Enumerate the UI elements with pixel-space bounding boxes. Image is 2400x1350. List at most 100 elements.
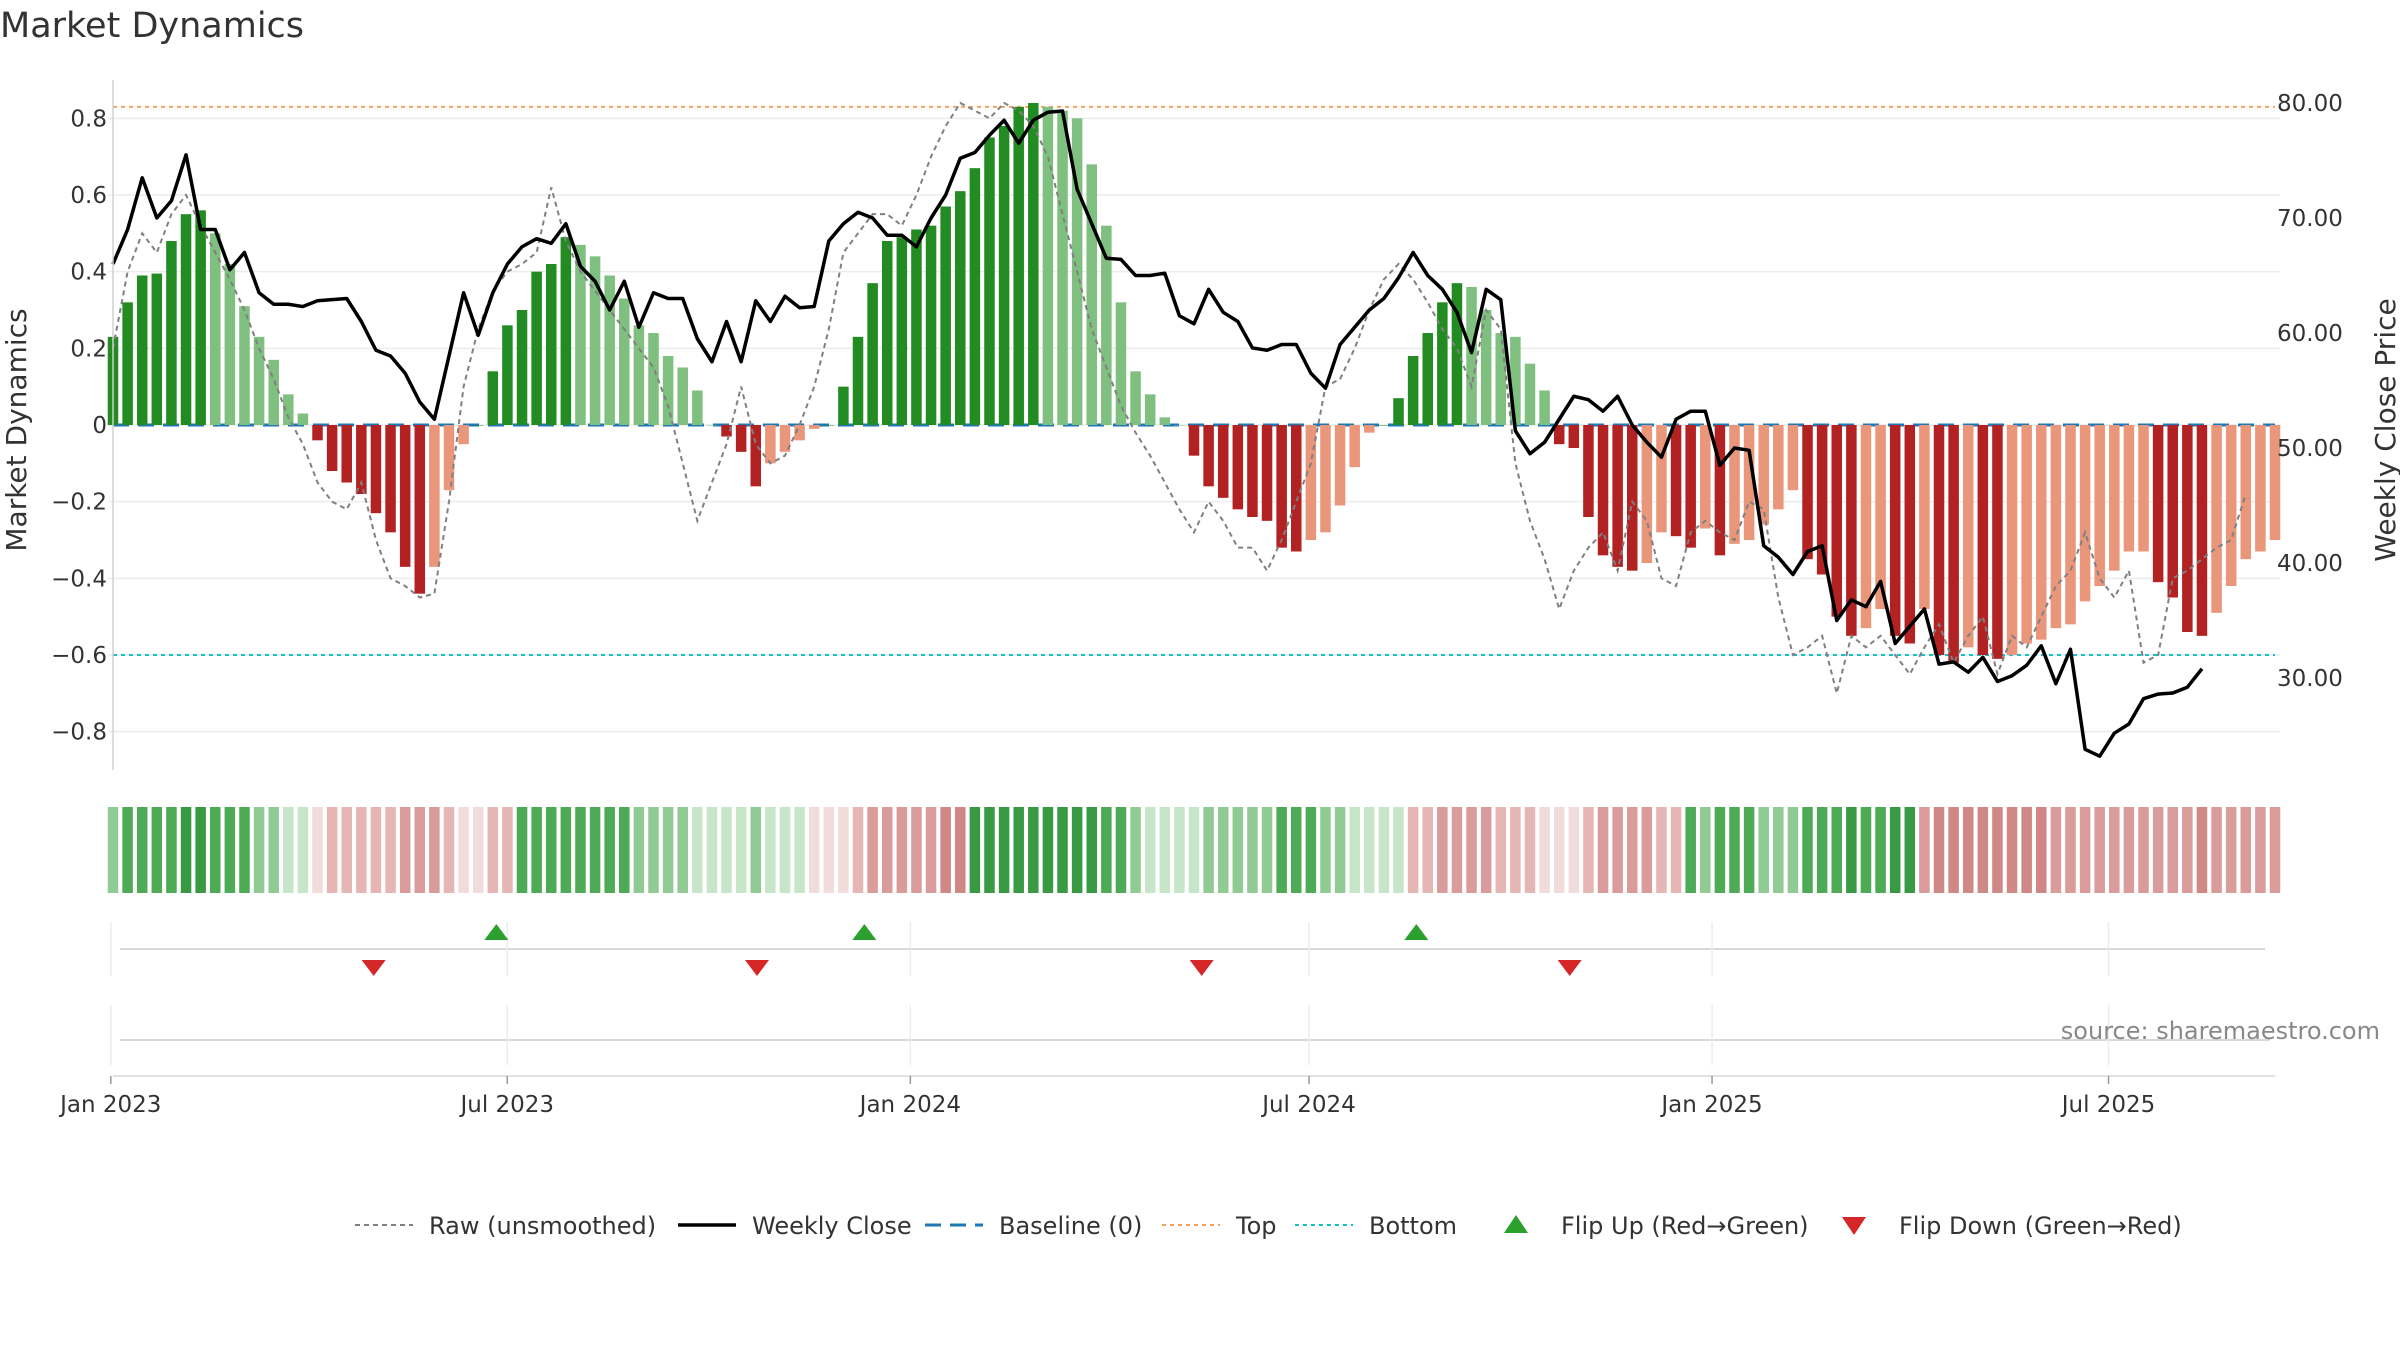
regime-cell bbox=[838, 807, 849, 893]
dynamics-bar bbox=[1480, 310, 1492, 425]
dynamics-bar bbox=[1320, 425, 1331, 533]
regime-cell bbox=[370, 807, 382, 893]
dynamics-bar bbox=[1364, 425, 1375, 433]
y-tick-label-left: 0.8 bbox=[70, 106, 107, 132]
chart-title: Market Dynamics bbox=[0, 6, 305, 46]
dynamics-bar bbox=[1437, 302, 1448, 425]
dynamics-bar bbox=[1714, 425, 1726, 556]
legend-swatch-flip-down bbox=[1842, 1217, 1866, 1235]
dynamics-bar bbox=[2255, 425, 2266, 552]
dynamics-bar bbox=[180, 214, 192, 425]
dynamics-bar bbox=[1641, 425, 1653, 563]
dynamics-bar bbox=[2225, 425, 2237, 586]
dynamics-bar bbox=[429, 425, 440, 567]
regime-cell bbox=[896, 807, 908, 893]
y-tick-label-right: 80.00 bbox=[2277, 91, 2343, 117]
dynamics-bar bbox=[1539, 390, 1550, 425]
dynamics-bar bbox=[253, 336, 265, 425]
dynamics-bar bbox=[1802, 425, 1813, 560]
regime-cell bbox=[735, 807, 747, 893]
regime-cell bbox=[677, 807, 688, 893]
dynamics-bar bbox=[619, 298, 630, 425]
dynamics-bar bbox=[750, 425, 762, 487]
flip-markers bbox=[110, 922, 2275, 1077]
dynamics-bar bbox=[1144, 394, 1156, 425]
dynamics-bar bbox=[2065, 425, 2076, 625]
regime-cell bbox=[1320, 807, 1331, 893]
dynamics-bar bbox=[955, 191, 966, 425]
regime-cell bbox=[2123, 807, 2135, 893]
legend-label: Top bbox=[1235, 1212, 1277, 1240]
dynamics-bar bbox=[2182, 425, 2193, 632]
dynamics-bar bbox=[1115, 302, 1127, 425]
regime-cell bbox=[1889, 807, 1901, 893]
regime-cell bbox=[1831, 807, 1843, 893]
regime-cell bbox=[414, 807, 426, 893]
dynamics-bar bbox=[268, 359, 279, 425]
regime-cell bbox=[2167, 807, 2179, 893]
regime-cell bbox=[750, 807, 762, 893]
regime-cell bbox=[1846, 807, 1857, 893]
dynamics-bar bbox=[1393, 398, 1404, 425]
regime-cell bbox=[823, 807, 835, 893]
regime-cell bbox=[2065, 807, 2076, 893]
dynamics-bar bbox=[2196, 425, 2208, 636]
regime-cell bbox=[2211, 807, 2222, 893]
y-axis-label-right: Weekly Close Price bbox=[2369, 298, 2400, 561]
dynamics-bar bbox=[984, 137, 995, 425]
dynamics-bar bbox=[341, 425, 352, 483]
regime-cell bbox=[1977, 807, 1989, 893]
dynamics-bar bbox=[312, 425, 323, 441]
regime-cell bbox=[1612, 807, 1623, 893]
dynamics-bar bbox=[1787, 425, 1799, 491]
y-tick-label-left: −0.4 bbox=[51, 566, 107, 592]
dynamics-bar bbox=[195, 210, 206, 425]
y-tick-label-right: 60.00 bbox=[2277, 321, 2343, 347]
dynamics-bar bbox=[1334, 425, 1346, 506]
regime-cell bbox=[2050, 807, 2062, 893]
regime-cell bbox=[1071, 807, 1083, 893]
regime-cell bbox=[984, 807, 995, 893]
regime-cell bbox=[545, 807, 557, 893]
dynamics-bar bbox=[1290, 425, 1302, 552]
dynamics-bar bbox=[283, 394, 294, 425]
regime-cell bbox=[1028, 807, 1039, 893]
dynamics-bar bbox=[1568, 425, 1580, 448]
dynamics-bar bbox=[1904, 425, 1916, 644]
dynamics-bar bbox=[1685, 425, 1696, 548]
regime-cell bbox=[2225, 807, 2237, 893]
regime-cell bbox=[706, 807, 718, 893]
flip-down-marker bbox=[745, 960, 769, 976]
y-tick-label-right: 30.00 bbox=[2277, 666, 2343, 692]
regime-cell bbox=[662, 807, 674, 893]
regime-cell bbox=[1349, 807, 1360, 893]
dynamics-bar bbox=[1101, 225, 1112, 425]
y-tick-label-left: −0.2 bbox=[51, 490, 107, 516]
dynamics-bar bbox=[136, 275, 148, 425]
dynamics-bar bbox=[940, 206, 951, 425]
regime-cell bbox=[1583, 807, 1594, 893]
regime-cell bbox=[297, 807, 309, 893]
regime-cell bbox=[604, 807, 615, 893]
regime-cell bbox=[458, 807, 469, 893]
dynamics-bar bbox=[2123, 425, 2135, 552]
regime-cell bbox=[502, 807, 513, 893]
dynamics-bar bbox=[1656, 425, 1667, 533]
dynamics-bar bbox=[925, 225, 937, 425]
y-tick-label-left: 0.2 bbox=[70, 336, 107, 362]
regime-cell bbox=[253, 807, 265, 893]
dynamics-bar bbox=[1626, 425, 1638, 571]
dynamics-bar bbox=[2211, 425, 2222, 613]
dynamics-bar bbox=[2138, 425, 2149, 552]
regime-cell bbox=[633, 807, 645, 893]
y-tick-label-left: −0.8 bbox=[51, 720, 107, 746]
dynamics-bar bbox=[677, 367, 688, 425]
regime-cell bbox=[1480, 807, 1492, 893]
dynamics-bar bbox=[560, 237, 572, 425]
regime-cell bbox=[2021, 807, 2032, 893]
dynamics-bar bbox=[589, 256, 601, 425]
dynamics-bar bbox=[1232, 425, 1244, 510]
regime-cell bbox=[1437, 807, 1448, 893]
dynamics-bar bbox=[399, 425, 411, 567]
flip-up-marker bbox=[852, 924, 877, 940]
